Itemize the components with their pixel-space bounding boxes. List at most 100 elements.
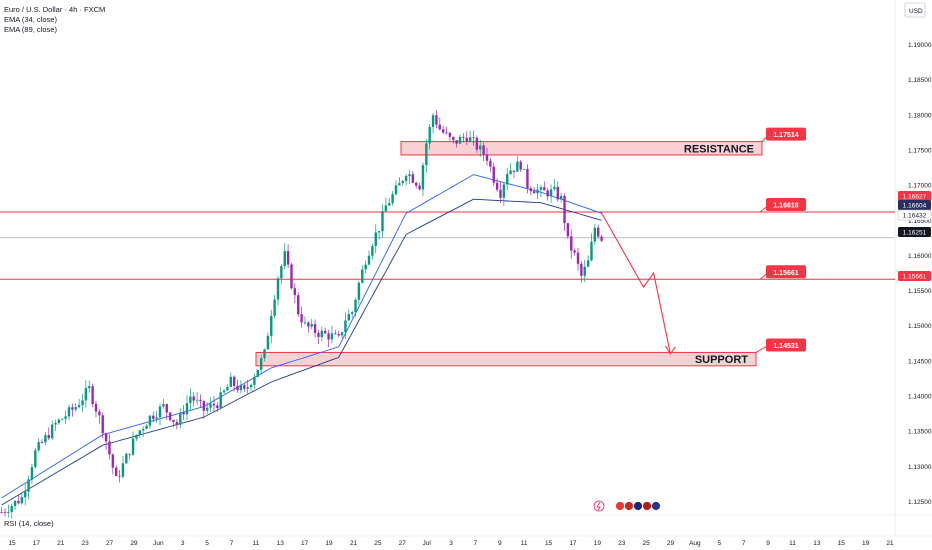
candle-body-88 [297,295,300,315]
candle-body-39 [131,438,135,455]
candle-body-107 [361,269,364,283]
candle-body-29 [98,411,101,416]
candle-body-163 [549,189,553,197]
candle-body-175 [590,241,593,261]
candle-body-131 [441,129,445,133]
candle-body-151 [509,170,512,175]
candle-body-105 [354,299,357,313]
candle-body-50 [168,412,172,421]
x-tick-label-9: 7 [230,540,234,547]
callout-text-3: 1.14531 [773,343,798,350]
candle-body-75 [253,376,256,385]
callout-box-2 [766,265,806,279]
symbol-title: Euro / U.S. Dollar · 4h · FXCM [4,5,105,14]
x-tick-label-2: 21 [57,540,65,547]
y-tick-label-7: 1.15500 [908,288,932,295]
x-tick-label-4: 27 [106,540,114,547]
candle-body-28 [94,404,98,412]
candle-body-176 [593,227,597,242]
candle-body-129 [435,115,438,125]
candle-body-157 [529,188,533,192]
candle-body-7 [23,491,27,498]
x-tick-label-16: 27 [399,540,407,547]
drawings-layer [600,211,676,355]
candle-body-161 [543,187,546,191]
x-tick-label-35: 19 [862,540,870,547]
ema-34-legend: EMA (34, close) [4,15,57,24]
y-tick-label-10: 1.14000 [908,394,932,401]
us-flag-icon-5[interactable] [651,501,661,511]
candle-body-174 [586,260,590,267]
candle-body-153 [516,161,519,172]
candle-body-67 [226,386,229,391]
rsi-legend: RSI (14, close) [4,519,54,528]
candle-body-65 [219,392,222,409]
x-tick-label-24: 19 [594,540,602,547]
candle-body-159 [536,189,539,194]
ema-89-legend: EMA (89, close) [4,25,57,34]
candle-body-46 [155,417,158,419]
us-flag-icon-2[interactable] [624,501,634,511]
price-badge-3 [898,227,931,237]
price-badge-4 [898,271,931,281]
us-flag-icon-4[interactable] [642,501,652,511]
candle-body-172 [580,263,583,276]
us-flag-icon-3[interactable] [633,501,643,511]
candle-body-124 [418,185,421,190]
candle-body-71 [239,385,243,391]
candle-body-84 [283,251,286,267]
x-tick-label-33: 13 [813,540,821,547]
x-tick-label-22: 15 [545,540,553,547]
candle-body-103 [347,313,350,321]
candle-body-6 [20,497,24,504]
x-tick-label-11: 13 [277,540,285,547]
currency-button[interactable]: USD [904,2,926,18]
candle-body-133 [448,132,452,137]
candle-body-22 [74,407,77,410]
candle-body-45 [152,415,155,419]
callout-text-0: 1.17514 [773,132,798,139]
candle-body-43 [145,425,148,429]
callout-box-1 [766,198,806,212]
candle-body-4 [13,500,17,506]
candle-body-44 [148,415,152,426]
price-badge-1 [898,200,931,210]
candle-body-61 [206,407,209,411]
x-tick-label-14: 21 [350,540,358,547]
y-tick-label-8: 1.15000 [908,323,932,330]
lightning-icon[interactable] [593,500,605,512]
x-tick-label-29: 5 [717,540,721,547]
y-tick-label-4: 1.17000 [908,183,932,190]
candle-body-111 [374,232,377,247]
y-tick-label-5: 1.16500 [908,218,932,225]
candle-body-152 [512,170,516,172]
event-icons[interactable] [593,500,661,512]
candle-body-145 [489,160,492,167]
candle-body-177 [597,227,600,237]
candle-body-160 [539,187,543,190]
price-badges: 1.16627 1.16604 1.16432 1.16251 1.15661 [897,191,932,281]
candle-body-77 [259,358,263,370]
us-flag-icon-1[interactable] [615,501,625,511]
price-badge-text-4: 1.15661 [903,274,927,281]
callout-text-1: 1.16618 [773,203,798,210]
candle-body-5 [17,500,20,504]
price-badge-text-0: 1.16627 [903,194,927,201]
x-tick-label-5: 29 [130,540,138,547]
x-tick-label-1: 17 [33,540,41,547]
candle-body-112 [377,231,381,233]
y-axis: 1.19000 1.18500 1.18000 1.17500 1.17000 1.165… [894,0,932,536]
zone-support [255,351,757,367]
candle-body-95 [320,330,324,338]
candle-body-18 [61,418,64,420]
candle-body-110 [371,246,374,256]
candle-body-162 [546,190,549,197]
projection-path [600,211,671,355]
zones-layer: RESISTANCE SUPPORT 1.17514 1.16618 1.15661 1.… [0,127,895,367]
candle-body-23 [77,405,81,408]
candle-body-69 [232,376,236,386]
currency-label: USD [909,8,923,15]
candle-body-54 [182,412,185,415]
candle-body-106 [357,282,361,300]
